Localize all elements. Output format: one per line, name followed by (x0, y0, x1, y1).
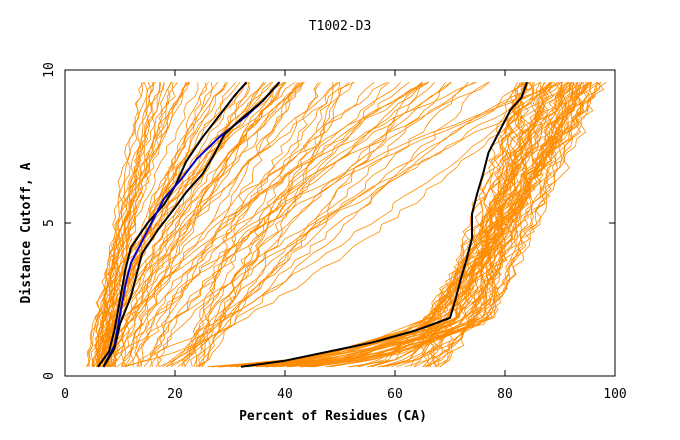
x-tick-label: 100 (603, 387, 626, 402)
background-model-curve (108, 81, 285, 368)
background-model-curve (134, 82, 303, 367)
background-model-curve (198, 82, 353, 368)
background-model-curve (116, 81, 435, 368)
background-model-curves (85, 81, 607, 368)
x-tick-label: 40 (277, 387, 293, 402)
background-model-curve (246, 82, 560, 368)
background-model-curve (166, 81, 423, 368)
background-model-curve (85, 82, 188, 367)
background-model-curve (92, 82, 199, 367)
background-model-curve (195, 82, 341, 368)
background-model-curve (218, 81, 589, 368)
background-model-curve (109, 81, 303, 368)
x-tick-label: 20 (167, 387, 183, 402)
background-model-curve (112, 81, 267, 367)
background-model-curve (439, 82, 581, 368)
background-model-curve (273, 81, 585, 368)
background-model-curve (95, 82, 187, 367)
background-model-curve (153, 81, 388, 368)
background-model-curve (124, 81, 552, 368)
x-tick-label: 80 (497, 387, 513, 402)
background-model-curve (157, 81, 452, 367)
background-model-curve (149, 81, 579, 368)
background-model-curve (312, 81, 574, 368)
background-model-curve (181, 81, 541, 367)
background-model-curve (377, 81, 528, 368)
background-model-curve (428, 82, 521, 367)
background-model-curve (105, 81, 490, 367)
x-axis-label: Percent of Residues (CA) (239, 409, 427, 424)
background-model-curve (110, 81, 355, 367)
background-model-curve (103, 82, 250, 368)
background-model-curve (228, 82, 583, 368)
x-tick-label: 60 (387, 387, 403, 402)
background-model-curve (150, 81, 301, 367)
x-axis-ticks: 0 20 40 60 80 100 (61, 70, 627, 402)
background-model-curve (301, 81, 551, 368)
background-model-curve (111, 81, 287, 367)
background-model-curve (247, 81, 535, 368)
background-model-curve (138, 81, 423, 367)
background-model-curve (98, 82, 165, 367)
background-model-curve (314, 82, 599, 368)
background-model-curve (101, 81, 286, 367)
highlighted-curve-3 (102, 81, 281, 368)
background-model-curve (158, 81, 489, 368)
background-model-curve (103, 82, 214, 367)
background-model-curve (195, 81, 390, 367)
y-tick-label: 10 (42, 62, 57, 78)
background-model-curve (220, 81, 554, 368)
background-model-curve (122, 81, 564, 367)
background-model-curve (396, 82, 597, 368)
y-tick-label: 5 (42, 219, 57, 227)
background-model-curve (97, 81, 178, 368)
background-model-curve (256, 82, 535, 368)
chart-title: T1002-D3 (309, 19, 372, 34)
background-model-curve (121, 82, 552, 368)
x-tick-label: 0 (61, 387, 69, 402)
background-model-curve (101, 81, 429, 367)
y-axis-label: Distance Cutoff, A (19, 162, 34, 303)
background-model-curve (171, 82, 334, 367)
background-model-curve (124, 81, 286, 368)
background-model-curve (190, 81, 529, 367)
background-model-curve (120, 81, 338, 367)
y-tick-label: 0 (42, 372, 57, 380)
background-model-curve (165, 81, 469, 368)
highlighted-model-curves (97, 81, 528, 368)
background-model-curve (202, 81, 452, 368)
background-model-curve (101, 81, 229, 368)
background-model-curve (257, 82, 552, 368)
y-axis-ticks: 0 5 10 (42, 62, 615, 380)
background-model-curve (101, 81, 285, 367)
highlighted-curve-4 (240, 81, 528, 368)
background-model-curve (198, 81, 401, 367)
background-model-curve (357, 82, 572, 368)
background-model-curve (181, 81, 475, 367)
background-model-curve (91, 82, 174, 367)
background-model-curve (100, 82, 154, 367)
background-model-curve (125, 81, 340, 368)
background-model-curve (191, 81, 375, 367)
background-model-curve (198, 81, 350, 367)
